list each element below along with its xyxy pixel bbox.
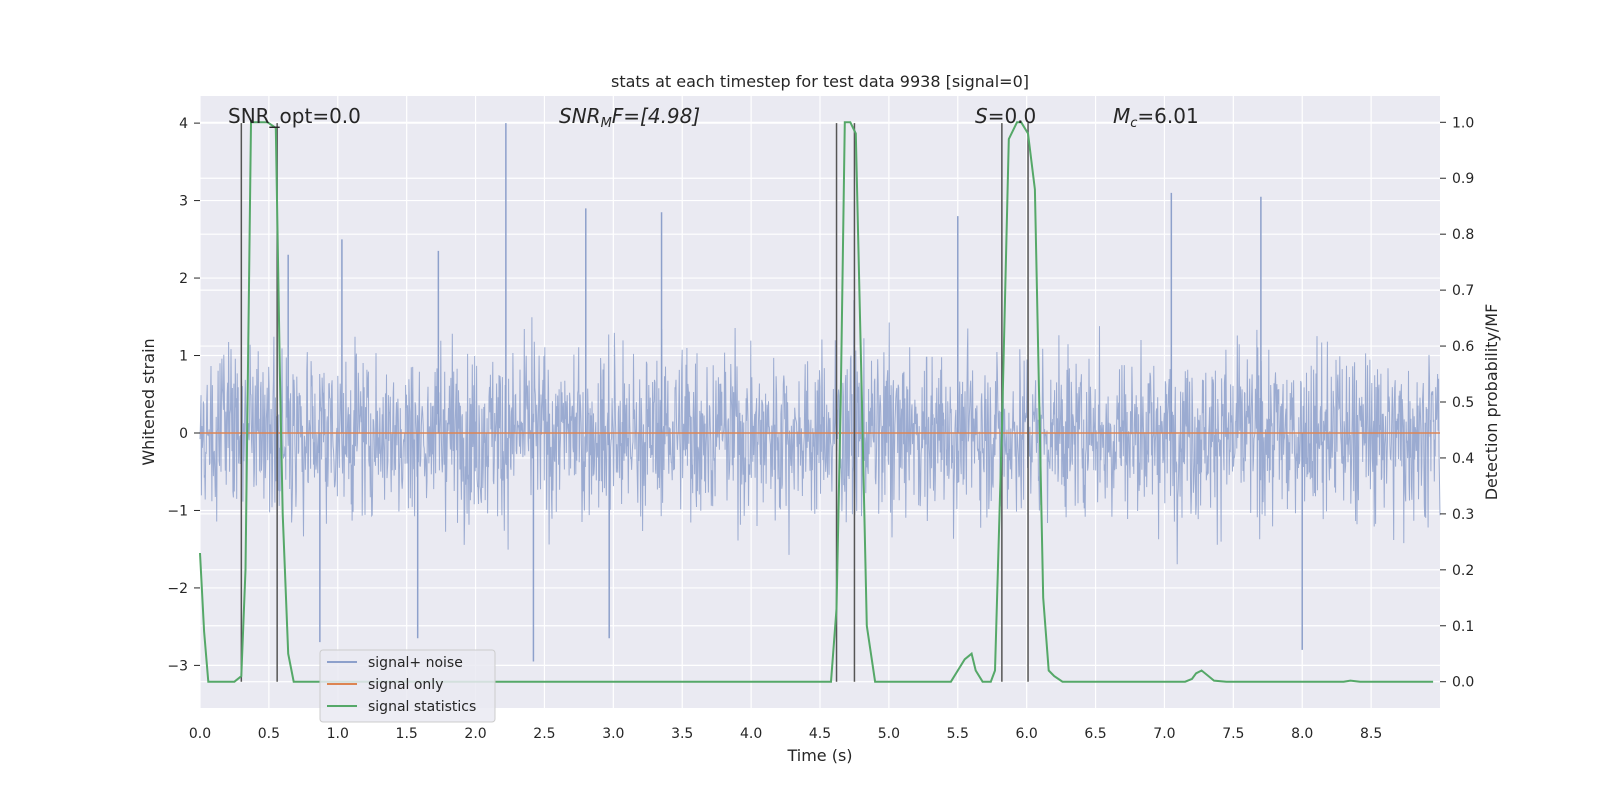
- x-tick-label: 2.0: [464, 726, 486, 742]
- y-tick-label: −1: [167, 503, 188, 519]
- y-tick-label: 2: [179, 271, 188, 287]
- x-tick-label: 5.0: [878, 726, 900, 742]
- y2-tick-label: 0.2: [1452, 563, 1474, 579]
- y-tick-label: 1: [179, 349, 188, 365]
- y2-tick-label: 0.6: [1452, 339, 1474, 355]
- annotation-snr-opt: SNR_opt=0.0: [228, 104, 361, 128]
- x-tick-label: 8.5: [1360, 726, 1382, 742]
- x-tick-label: 3.5: [671, 726, 693, 742]
- legend-label-signal-only: signal only: [368, 677, 443, 693]
- y2-tick-label: 1.0: [1452, 115, 1474, 131]
- y-tick-label: 3: [179, 194, 188, 210]
- y2-tick-label: 0.0: [1452, 675, 1474, 691]
- y-tick-label: −2: [167, 581, 188, 597]
- x-tick-label: 4.5: [809, 726, 831, 742]
- x-tick-label: 4.0: [740, 726, 762, 742]
- x-tick-label: 8.0: [1291, 726, 1313, 742]
- legend-label-signal-statistics: signal statistics: [368, 699, 476, 715]
- x-tick-label: 6.5: [1084, 726, 1106, 742]
- x-tick-label: 7.5: [1222, 726, 1244, 742]
- y-tick-label: −3: [167, 658, 188, 674]
- y2-axis-label: Detection probability/MF: [1482, 304, 1501, 501]
- x-tick-label: 0.5: [258, 726, 280, 742]
- annotation-mc: Mc=6.01: [1113, 104, 1199, 131]
- x-tick-label: 1.0: [327, 726, 349, 742]
- y-tick-labels: 4 3 2 1 0 −1 −2 −3: [167, 116, 200, 674]
- x-axis-label: Time (s): [786, 746, 852, 765]
- chart-title: stats at each timestep for test data 993…: [611, 72, 1029, 91]
- x-tick-label: 2.5: [533, 726, 555, 742]
- x-tick-labels: 0.0 0.5 1.0 1.5 2.0 2.5 3.0 3.5 4.0 4.5 5.0 5.5 6.0 6…: [189, 726, 1382, 742]
- x-tick-label: 0.0: [189, 726, 211, 742]
- legend-label-signal-plus-noise: signal+ noise: [368, 655, 463, 671]
- y2-tick-labels: 1.0 0.9 0.8 0.7 0.6 0.5 0.4 0.3 0.2 0.1 0.0: [1440, 115, 1474, 691]
- series-signal-plus-noise: [199, 123, 1441, 662]
- y2-tick-label: 0.4: [1452, 451, 1474, 467]
- x-tick-label: 5.5: [947, 726, 969, 742]
- y-axis-label: Whitened strain: [139, 338, 158, 465]
- y2-tick-label: 0.3: [1452, 507, 1474, 523]
- legend: signal+ noise signal only signal statist…: [319, 649, 496, 723]
- y2-tick-label: 0.7: [1452, 283, 1474, 299]
- legend-box: [319, 649, 496, 723]
- y-tick-label: 0: [179, 426, 188, 442]
- y2-tick-label: 0.5: [1452, 395, 1474, 411]
- y2-tick-label: 0.1: [1452, 619, 1474, 635]
- x-tick-label: 7.0: [1153, 726, 1175, 742]
- x-tick-label: 3.0: [602, 726, 624, 742]
- y-tick-label: 4: [179, 116, 188, 132]
- annotation-s: S=0.0: [975, 104, 1036, 128]
- y2-tick-label: 0.8: [1452, 227, 1474, 243]
- signal-plus-noise-trace: [199, 300, 1441, 565]
- x-tick-label: 1.5: [396, 726, 418, 742]
- series-signal-statistics-line: [199, 121, 1434, 683]
- y2-tick-label: 0.9: [1452, 171, 1474, 187]
- annotation-snr-mf: SNRMF=[4.98]: [559, 104, 700, 131]
- x-tick-label: 6.0: [1016, 726, 1038, 742]
